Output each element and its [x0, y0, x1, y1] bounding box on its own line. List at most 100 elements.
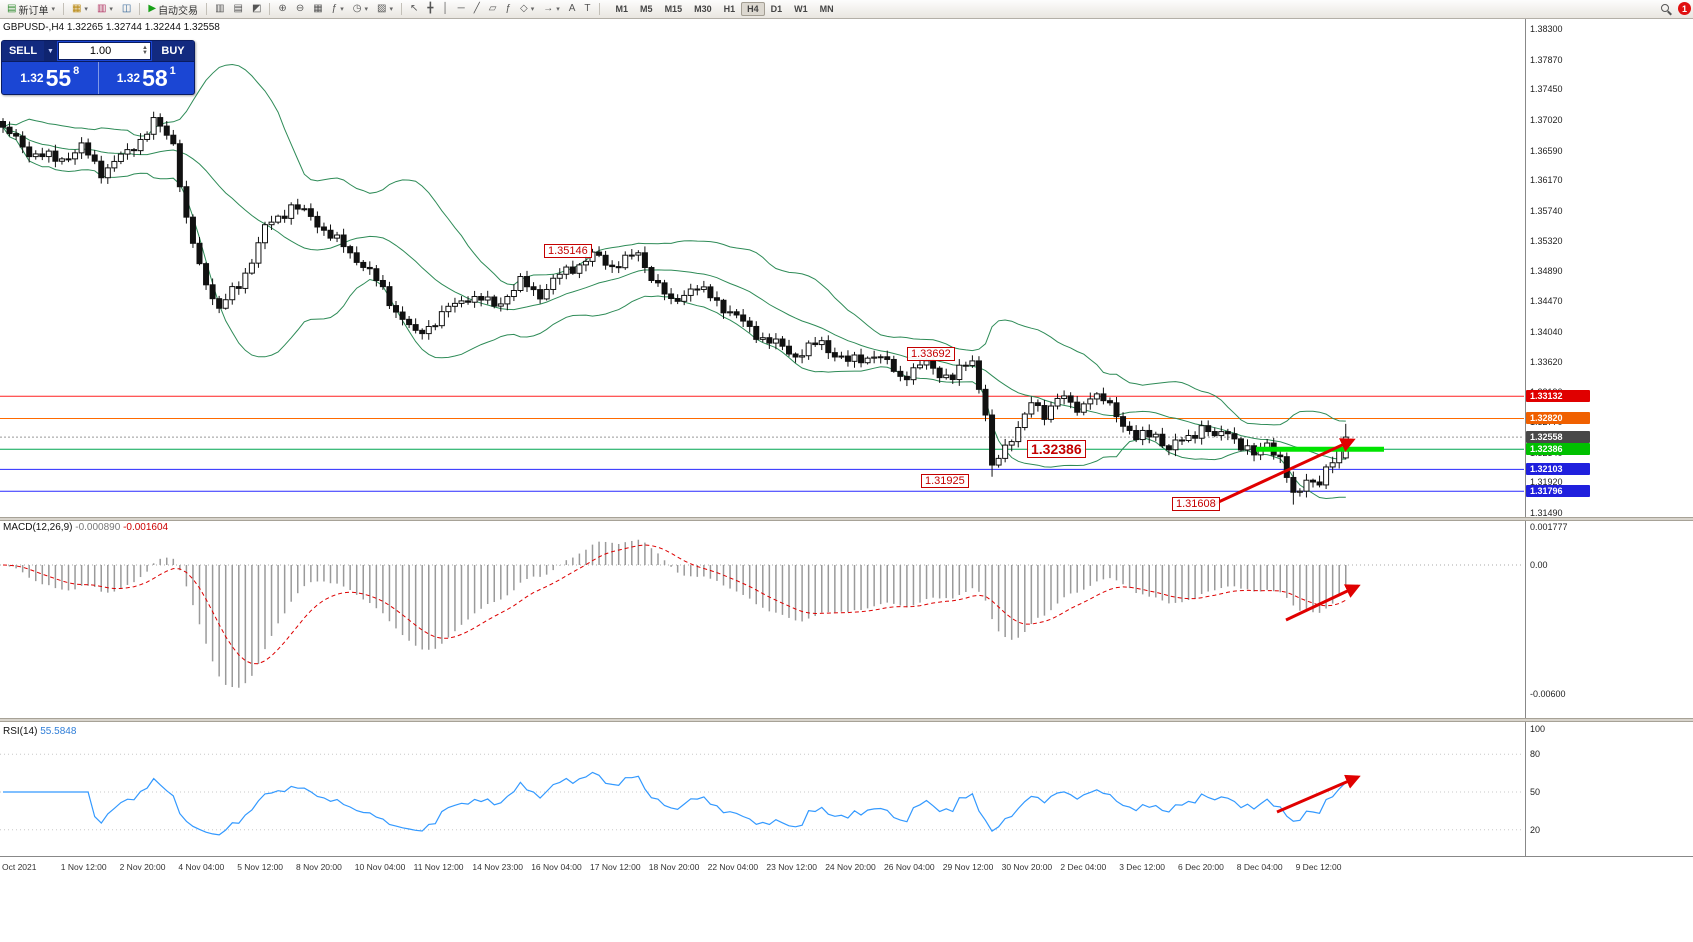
chart-ohlc-header: GBPUSD-,H4 1.32265 1.32744 1.32244 1.325… — [3, 22, 220, 33]
time-axis-label: 4 Nov 04:00 — [178, 862, 225, 872]
horizontal-line-icon: ─ — [457, 3, 465, 14]
trend-arrow-macd[interactable] — [1285, 584, 1361, 622]
buy-button[interactable]: BUY — [152, 41, 194, 61]
time-axis-label: 5 Nov 12:00 — [237, 862, 284, 872]
caret-down-icon: ▾ — [530, 6, 535, 13]
candlestick-series — [0, 111, 1349, 505]
timeframe-h1[interactable]: H1 — [723, 4, 736, 14]
buy-price-prefix: 1.32 — [116, 71, 141, 85]
buy-price[interactable]: 1.32 58 1 — [99, 62, 195, 94]
timeframe-m5[interactable]: M5 — [640, 4, 653, 14]
crosshair-button[interactable]: ╋ — [423, 0, 437, 18]
timeframe-d1[interactable]: D1 — [770, 4, 783, 14]
cursor-button[interactable]: ↖ — [406, 0, 422, 18]
new-order-button[interactable]: ▤ 新订单 ▾ — [3, 0, 59, 18]
caret-down-icon: ▾ — [556, 6, 560, 13]
chart-grid-icon: ▦ — [313, 3, 323, 14]
toolbar: ▤ 新订单 ▾ ▦ ▾ ▥ ▾ ◫ ▶ 自动交易 ▥ ▤ ◩ ⊕ ⊖ ▦ ƒ ▾ ◷ ▾ ▨ ▾ ↖ ╋ │ ─ ╱ ▱ ƒ ◇ ▾ → ▾ A T… — [0, 0, 1693, 19]
new-chart-button[interactable]: ▦ ▾ — [68, 0, 92, 18]
text-icon: A — [568, 3, 576, 14]
chart-grid-button[interactable]: ▦ — [309, 0, 326, 18]
caret-down-icon: ▾ — [364, 6, 368, 13]
market-watch-button[interactable]: ◫ — [118, 0, 135, 18]
cascade-windows-icon: ◩ — [251, 3, 262, 14]
volume-dropdown-icon[interactable]: ▼ — [44, 41, 57, 61]
price-annotation[interactable]: 1.31608 — [1172, 497, 1220, 511]
time-axis-label: 22 Nov 04:00 — [707, 862, 759, 872]
periods-icon: ◷ — [352, 3, 362, 14]
timeframe-m30[interactable]: M30 — [694, 4, 712, 14]
indicators-icon: ƒ — [331, 3, 338, 14]
time-axis-label: 17 Nov 12:00 — [590, 862, 641, 872]
bollinger-lower-band — [2, 126, 1346, 500]
volume-stepper[interactable]: ▲ ▼ — [142, 45, 148, 56]
shapes-button[interactable]: ◇ ▾ — [516, 0, 538, 18]
macd-histogram — [8, 539, 1347, 688]
toolbar-separator — [62, 3, 64, 15]
time-axis: Oct 2021 1 Nov 12:00 2 Nov 20:00 4 Nov 04:0… — [0, 856, 1693, 879]
timeframe-m15[interactable]: M15 — [664, 4, 683, 14]
zoom-in-button[interactable]: ⊕ — [274, 0, 290, 18]
text-label-button[interactable]: T — [580, 0, 594, 18]
sell-price-big: 55 — [45, 65, 72, 91]
search-icon[interactable] — [1660, 3, 1672, 15]
trend-arrow-rsi[interactable] — [1276, 774, 1361, 814]
fibonacci-icon: ƒ — [505, 3, 512, 14]
sell-button[interactable]: SELL — [2, 41, 44, 61]
timeframe-h4[interactable]: H4 — [741, 2, 765, 16]
bollinger-middle-band — [2, 126, 1346, 460]
timeframe-mn[interactable]: MN — [819, 4, 834, 14]
trend-arrow-main[interactable] — [1211, 438, 1356, 507]
text-label-icon: T — [584, 3, 591, 14]
profiles-button[interactable]: ▥ ▾ — [93, 0, 117, 18]
toolbar-separator — [139, 3, 141, 15]
pane-splitter-rsi[interactable] — [0, 718, 1693, 722]
toolbar-separator — [598, 3, 600, 15]
cascade-windows-button[interactable]: ◩ — [248, 0, 265, 18]
zoom-out-button[interactable]: ⊖ — [292, 0, 308, 18]
time-axis-label: 16 Nov 04:00 — [531, 862, 582, 872]
caret-down-icon: ▾ — [340, 6, 344, 13]
fibonacci-button[interactable]: ƒ — [501, 0, 515, 18]
tile-horizontal-icon: ▥ — [215, 3, 225, 14]
one-click-trading-panel: SELL ▼ ▲▼ BUY 1.32 55 8 1.32 58 1 — [1, 40, 195, 95]
time-axis-label: 14 Nov 23:00 — [472, 862, 523, 872]
sell-price-prefix: 1.32 — [20, 71, 44, 85]
zoom-in-icon: ⊕ — [278, 3, 287, 14]
arrows-button[interactable]: → ▾ — [539, 0, 564, 18]
vertical-line-button[interactable]: │ — [438, 0, 452, 18]
notification-badge[interactable]: 1 — [1678, 2, 1691, 15]
horizontal-line-button[interactable]: ─ — [454, 0, 469, 18]
bollinger-upper-band — [2, 63, 1346, 426]
rsi-value: 55.5848 — [40, 726, 77, 737]
time-axis-label: 3 Dec 12:00 — [1119, 862, 1166, 872]
price-annotation[interactable]: 1.33692 — [907, 347, 955, 361]
toolbar-separator — [206, 3, 208, 15]
time-axis-label: 26 Nov 04:00 — [884, 862, 935, 872]
timeframe-m1[interactable]: M1 — [615, 4, 629, 14]
sell-price[interactable]: 1.32 55 8 — [2, 62, 99, 94]
price-annotation[interactable]: 1.35146 — [544, 244, 592, 258]
price-annotation[interactable]: 1.31925 — [921, 474, 969, 488]
volume-input[interactable] — [59, 45, 143, 57]
time-axis-label: 10 Nov 04:00 — [354, 862, 406, 872]
time-axis-label: 6 Dec 20:00 — [1178, 862, 1224, 872]
text-button[interactable]: A — [565, 0, 580, 18]
trendline-button[interactable]: ╱ — [470, 0, 484, 18]
time-axis-label: 2 Nov 20:00 — [119, 862, 166, 872]
tile-vertical-button[interactable]: ▤ — [230, 0, 247, 18]
indicators-button[interactable]: ƒ ▾ — [328, 0, 348, 18]
tile-horizontal-button[interactable]: ▥ — [211, 0, 228, 18]
channel-button[interactable]: ▱ — [485, 0, 501, 18]
time-axis-label: 18 Nov 20:00 — [648, 862, 700, 872]
templates-button[interactable]: ▨ ▾ — [373, 0, 397, 18]
periods-button[interactable]: ◷ ▾ — [349, 0, 372, 18]
pane-splitter-macd[interactable] — [0, 517, 1693, 521]
time-axis-label: 8 Nov 20:00 — [296, 862, 342, 872]
auto-trading-button[interactable]: ▶ 自动交易 — [144, 0, 202, 18]
tile-vertical-icon: ▤ — [233, 3, 243, 14]
timeframe-w1[interactable]: W1 — [794, 4, 808, 14]
price-annotation[interactable]: 1.32386 — [1027, 440, 1086, 458]
macd-signal-value: -0.001604 — [123, 522, 169, 533]
